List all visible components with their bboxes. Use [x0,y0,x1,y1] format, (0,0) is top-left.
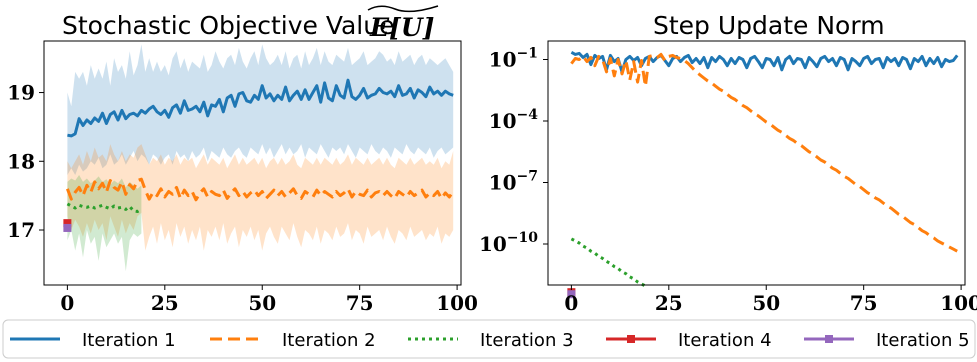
legend-label-iteration-5: Iteration 5 [876,330,970,351]
step-norm-xtick-label: 50 [752,291,780,315]
legend: Iteration 1 Iteration 2 Iteration 3 Iterati… [2,319,976,359]
step-norm-axes-frame [547,40,966,286]
objective-xtick-label: 75 [346,291,374,315]
objective-point-iteration-4 [63,219,72,228]
step-norm-xtick-label: 100 [940,291,977,315]
legend-label-iteration-4: Iteration 4 [678,330,772,351]
step-norm-ytick-label: 10−1 [489,46,538,72]
legend-marker-iteration-5 [825,335,833,343]
legend-label-iteration-2: Iteration 2 [282,330,376,351]
step-norm-ytick-label: 10−10 [479,230,538,256]
objective-title-tilde [367,5,439,13]
objective-ticks: 0 25 50 75 100 17 18 19 [7,81,478,315]
objective-title: Stochastic Objective Value [62,11,394,40]
step-norm-line-iteration-1 [570,50,959,74]
objective-ytick-label: 19 [7,81,35,105]
objective-band-iteration-1 [67,44,454,176]
step-norm-title: Step Update Norm [653,11,885,40]
objective-xtick-label: 50 [248,291,276,315]
objective-band-iteration-2 [67,144,454,251]
objective-xtick-label: 25 [151,291,179,315]
objective-bands [67,44,454,272]
objective-lines [63,78,455,232]
objective-line-iteration-2 [65,177,455,202]
objective-axes-frame [43,40,462,286]
step-norm-ytick-label: 10−4 [489,107,539,133]
step-norm-line-iteration-2 [570,52,958,253]
objective-point-iteration-5 [63,223,72,232]
objective-xtick-label: 100 [436,291,478,315]
objective-band-iteration-3 [67,175,142,272]
legend-marker-iteration-4 [627,335,635,343]
step-norm-xtick-label: 25 [655,291,683,315]
step-norm-lines [567,50,959,299]
objective-line-iteration-1 [67,78,454,138]
step-norm-line-iteration-3 [570,237,647,288]
objective-panel: Stochastic Objective Value E[U] 0 25 50 75 1… [7,5,478,315]
objective-ytick-label: 17 [7,218,35,242]
step-norm-xtick-label: 75 [850,291,878,315]
step-norm-ytick-label: 10−7 [489,169,538,195]
objective-ytick-label: 18 [7,149,35,173]
objective-line-iteration-3 [66,202,143,213]
step-norm-point-iteration-5 [567,290,576,299]
legend-label-iteration-3: Iteration 3 [480,330,574,351]
step-norm-ticks: 0 25 50 75 100 10−1 10−4 10−7 10−10 [479,46,977,315]
objective-xtick-label: 0 [60,291,74,315]
legend-label-iteration-1: Iteration 1 [82,330,176,351]
step-norm-xtick-label: 0 [564,291,578,315]
objective-title-math: E[U] [369,13,435,42]
step-norm-panel: Step Update Norm 0 25 50 75 100 10−1 10−4 10−7 1… [479,11,977,315]
legend-box [2,319,976,359]
